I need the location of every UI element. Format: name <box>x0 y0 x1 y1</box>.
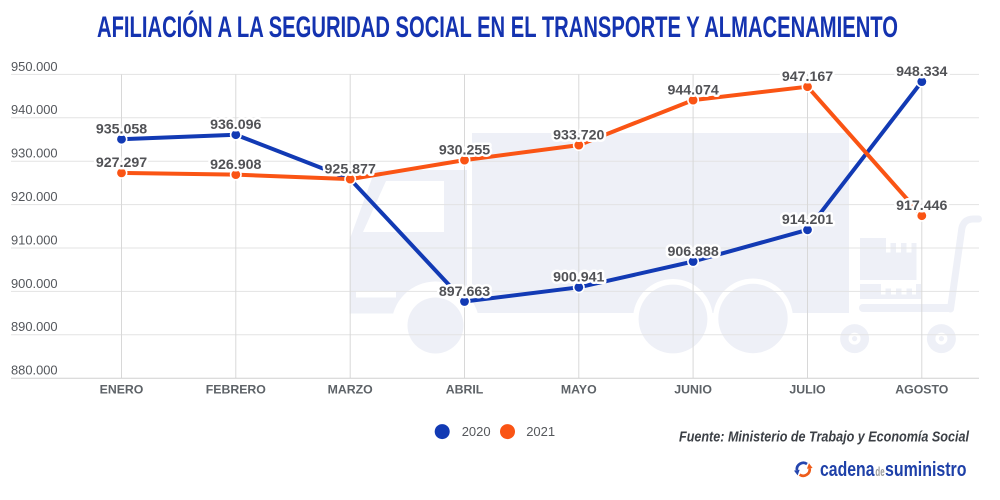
svg-text:920.000: 920.000 <box>11 189 58 204</box>
svg-text:MAYO: MAYO <box>561 383 597 397</box>
svg-text:AFILIACIÓN A LA SEGURIDAD SOCI: AFILIACIÓN A LA SEGURIDAD SOCIAL EN EL T… <box>97 10 898 44</box>
svg-text:947.167: 947.167 <box>782 69 833 85</box>
svg-text:936.096: 936.096 <box>210 117 261 133</box>
svg-text:de: de <box>875 465 884 479</box>
svg-text:AGOSTO: AGOSTO <box>895 383 949 397</box>
svg-text:930.255: 930.255 <box>439 142 490 158</box>
svg-text:926.908: 926.908 <box>210 157 261 173</box>
svg-text:900.000: 900.000 <box>11 276 58 291</box>
svg-text:2020: 2020 <box>462 424 491 439</box>
svg-text:910.000: 910.000 <box>11 232 58 247</box>
svg-text:917.446: 917.446 <box>896 198 947 214</box>
svg-text:944.074: 944.074 <box>667 82 718 98</box>
svg-text:933.720: 933.720 <box>553 127 604 143</box>
svg-text:940.000: 940.000 <box>11 102 58 117</box>
svg-text:JUNIO: JUNIO <box>674 383 712 397</box>
svg-text:927.297: 927.297 <box>96 155 147 171</box>
svg-text:2021: 2021 <box>526 424 555 439</box>
svg-text:930.000: 930.000 <box>11 146 58 161</box>
svg-text:FEBRERO: FEBRERO <box>206 383 267 397</box>
svg-text:897.663: 897.663 <box>439 284 490 300</box>
svg-text:900.941: 900.941 <box>553 270 604 286</box>
svg-text:935.058: 935.058 <box>96 122 147 138</box>
svg-text:Fuente: Ministerio de Trabajo: Fuente: Ministerio de Trabajo y Economía… <box>679 430 970 446</box>
svg-text:suministro: suministro <box>885 459 967 481</box>
svg-text:948.334: 948.334 <box>896 64 947 80</box>
svg-text:890.000: 890.000 <box>11 319 58 334</box>
svg-text:950.000: 950.000 <box>11 59 58 74</box>
svg-text:ABRIL: ABRIL <box>446 383 484 397</box>
svg-text:ENERO: ENERO <box>100 383 144 397</box>
svg-text:925.877: 925.877 <box>325 161 376 177</box>
svg-text:cadena: cadena <box>820 459 875 481</box>
svg-text:MARZO: MARZO <box>328 383 374 397</box>
svg-text:914.201: 914.201 <box>782 212 833 228</box>
svg-text:906.888: 906.888 <box>667 244 718 260</box>
svg-text:JULIO: JULIO <box>789 383 826 397</box>
svg-text:880.000: 880.000 <box>11 363 58 378</box>
